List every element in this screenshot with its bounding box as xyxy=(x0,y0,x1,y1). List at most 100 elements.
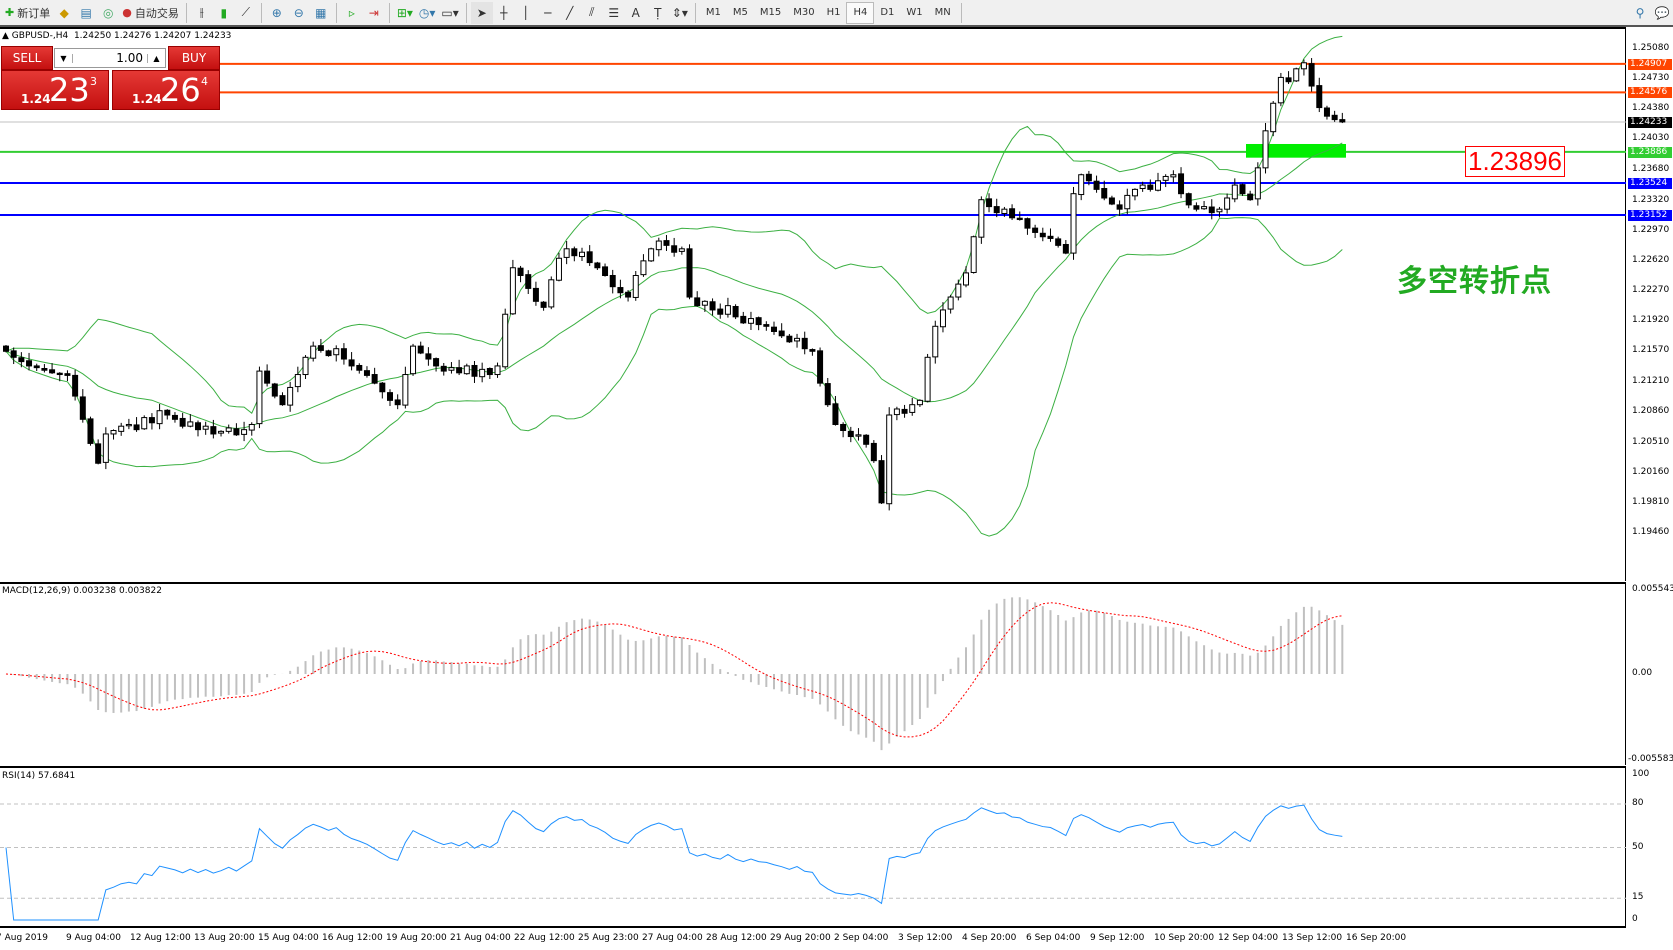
symbol-name: GBPUSD-,H4 xyxy=(11,31,69,41)
new-order-button[interactable]: ✚ 新订单 xyxy=(5,6,51,20)
tile-windows-icon[interactable]: ▦ xyxy=(315,5,327,20)
timeframe-w1[interactable]: W1 xyxy=(906,7,923,18)
text-label-icon[interactable]: Ṭ xyxy=(654,5,662,20)
bollinger-upper xyxy=(5,35,1343,414)
turning-point-note[interactable]: 多空转折点 xyxy=(1397,264,1552,299)
candle-body xyxy=(95,443,102,464)
candle-body xyxy=(448,367,455,371)
candle-body xyxy=(486,368,493,376)
timeframe-m5[interactable]: M5 xyxy=(732,7,748,18)
candle-body xyxy=(924,356,931,402)
timeframe-h4[interactable]: H4 xyxy=(846,1,875,24)
history-center-icon[interactable]: ▤ xyxy=(80,5,92,20)
lot-increase-icon[interactable]: ▲ xyxy=(147,53,165,63)
time-tick-label: 22 Aug 12:00 xyxy=(514,933,575,943)
timeframe-m30[interactable]: M30 xyxy=(793,7,815,18)
indicators-icon[interactable]: ⊞▾ xyxy=(396,5,413,20)
cursor-icon[interactable]: ➤ xyxy=(470,1,493,24)
separator xyxy=(388,2,390,23)
periods-icon[interactable]: ◷▾ xyxy=(418,5,436,20)
toolbar: ✚ 新订单 ◆ ▤ ◎ ● 自动交易 ⫲ ▮ ⟋ ⊕ ⊖ ▦ ▹ ⇥ ⊞▾ ◷▾ ▭… xyxy=(0,0,1673,27)
templates-icon[interactable]: ▭▾ xyxy=(441,5,459,20)
arrows-icon[interactable]: ⇕▾ xyxy=(671,5,688,20)
candle-body xyxy=(1239,184,1246,195)
separator xyxy=(465,2,467,23)
buy-price[interactable]: 1.24 26 4 xyxy=(112,70,220,110)
candle-body xyxy=(655,240,662,251)
vertical-line-icon[interactable]: │ xyxy=(522,5,530,20)
trendline-icon[interactable]: ╱ xyxy=(566,5,574,20)
candle-body xyxy=(256,370,263,425)
candle-body xyxy=(1032,227,1039,233)
price-tick-label: 1.24030 xyxy=(1632,133,1670,144)
line-chart-icon[interactable]: ⟋ xyxy=(241,5,251,19)
macd-pane[interactable] xyxy=(0,582,1626,765)
ohlc-values: 1.24250 1.24276 1.24207 1.24233 xyxy=(73,31,232,41)
signals-icon[interactable]: ◎ xyxy=(102,5,114,20)
bar-chart-icon[interactable]: ⫲ xyxy=(199,5,204,19)
chart-shift-icon[interactable]: ▹ xyxy=(348,5,355,20)
buy-button[interactable]: BUY xyxy=(168,46,220,70)
text-icon[interactable]: A xyxy=(631,5,640,20)
candle-body xyxy=(33,365,40,369)
candle-body xyxy=(502,313,509,368)
candle-body xyxy=(732,305,739,318)
candle-body xyxy=(26,360,33,367)
time-tick-label: 2 Sep 04:00 xyxy=(834,933,889,943)
time-tick-label: 27 Aug 04:00 xyxy=(642,933,703,943)
main-chart-pane[interactable] xyxy=(0,27,1626,581)
candle-body xyxy=(1339,119,1346,123)
price-line-tag: 1.24576 xyxy=(1628,87,1672,99)
price-tick-label: 1.23320 xyxy=(1632,194,1670,205)
candle-body xyxy=(809,349,816,352)
horizontal-line-icon[interactable]: ─ xyxy=(544,5,552,20)
time-tick-label: 16 Sep 20:00 xyxy=(1346,933,1407,943)
candle-body xyxy=(1116,204,1123,210)
separator xyxy=(185,2,187,23)
timeframe-m15[interactable]: M15 xyxy=(759,7,782,18)
separator xyxy=(260,2,262,23)
candle-body xyxy=(625,291,632,298)
experts-icon[interactable]: ◆ xyxy=(59,5,69,20)
time-tick-label: 12 Aug 12:00 xyxy=(130,933,191,943)
candle-body xyxy=(801,337,808,350)
timeframe-mn[interactable]: MN xyxy=(934,7,951,18)
rsi-level-label: 80 xyxy=(1632,798,1644,808)
candle-body xyxy=(156,410,163,425)
lot-value[interactable]: 1.00 xyxy=(116,51,143,65)
candle-body xyxy=(187,421,194,427)
candle-body xyxy=(709,301,716,311)
time-tick-label: 29 Aug 20:00 xyxy=(770,933,831,943)
zoom-out-icon[interactable]: ⊖ xyxy=(293,5,304,20)
fibonacci-fan-icon[interactable]: ⫽ xyxy=(589,5,595,19)
candle-body xyxy=(1093,180,1100,190)
time-tick-label: 21 Aug 04:00 xyxy=(450,933,511,943)
candle-body xyxy=(717,308,724,315)
crosshair-icon[interactable]: ┼ xyxy=(500,5,508,20)
candle-body xyxy=(786,335,793,343)
zoom-in-icon[interactable]: ⊕ xyxy=(271,5,282,20)
candle-body xyxy=(724,305,731,315)
timeframe-h1[interactable]: H1 xyxy=(826,7,841,18)
candle-body xyxy=(863,434,870,445)
candle-body xyxy=(602,266,609,276)
chat-icon[interactable]: 💬 xyxy=(1654,5,1670,20)
lot-decrease-icon[interactable]: ▼ xyxy=(55,53,73,63)
candle-body xyxy=(1308,63,1315,87)
price-tick-label: 1.21210 xyxy=(1632,376,1670,387)
fibonacci-retracement-icon[interactable]: ☰ xyxy=(608,5,620,20)
sell-button[interactable]: SELL xyxy=(1,46,53,70)
sell-price[interactable]: 1.24 23 3 xyxy=(1,70,109,110)
timeframe-m1[interactable]: M1 xyxy=(705,7,721,18)
candle-body xyxy=(79,396,86,420)
price-annotation-box[interactable]: 1.23896 xyxy=(1465,146,1565,177)
auto-trading-button[interactable]: ● 自动交易 xyxy=(122,6,179,20)
autoscroll-icon[interactable]: ⇥ xyxy=(368,5,379,20)
search-icon[interactable]: ⚲ xyxy=(1635,5,1645,20)
candle-body xyxy=(164,409,171,416)
lot-size-field[interactable]: ▼ 1.00 ▲ xyxy=(54,48,166,68)
candlestick-icon[interactable]: ▮ xyxy=(220,5,228,20)
candle-body xyxy=(110,430,117,435)
price-line-tag: 1.23886 xyxy=(1628,146,1672,158)
timeframe-d1[interactable]: D1 xyxy=(880,7,895,18)
